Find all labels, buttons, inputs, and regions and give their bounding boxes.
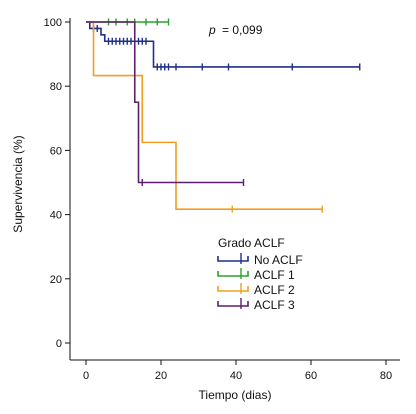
legend-item: ACLF 1	[217, 268, 295, 282]
legend-swatch	[217, 271, 249, 277]
x-tick-label: 0	[83, 370, 89, 382]
y-tick-label: 20	[50, 274, 62, 286]
y-tick-label: 100	[44, 17, 62, 29]
survival-curve-line	[86, 21, 323, 210]
x-tick-label: 80	[380, 370, 392, 382]
y-axis-title: Supervivencia (%)	[11, 135, 25, 232]
axes: 0 20 40 60 80 100 0 20 40 60 80	[44, 17, 400, 382]
y-tick-label: 60	[50, 145, 62, 157]
legend-item: No ACLF	[217, 253, 303, 267]
series-no-aclf	[86, 21, 361, 71]
p-value-annotation: p = 0,099	[208, 23, 263, 37]
p-value-number: = 0,099	[222, 23, 263, 37]
legend-item: ACLF 2	[217, 283, 295, 297]
survival-curve-line	[86, 21, 244, 184]
x-tick-label: 60	[305, 370, 317, 382]
x-tick-label: 40	[230, 370, 242, 382]
y-tick-label: 40	[50, 210, 62, 222]
x-tick-label: 20	[155, 370, 167, 382]
y-tick-label: 80	[50, 81, 62, 93]
legend-label: ACLF 2	[254, 283, 295, 297]
p-value-symbol: p	[208, 23, 216, 37]
legend-label: ACLF 3	[254, 298, 295, 312]
legend-swatch	[217, 286, 249, 292]
legend-swatch	[217, 256, 249, 262]
legend-label: ACLF 1	[254, 268, 295, 282]
legend-swatch	[217, 301, 249, 307]
legend-title: Grado ACLF	[218, 236, 285, 250]
survival-curve-line	[86, 21, 360, 68]
legend-label: No ACLF	[254, 253, 303, 267]
y-tick-label: 0	[56, 338, 62, 350]
legend-item: ACLF 3	[217, 298, 295, 312]
plot-marks	[86, 18, 361, 213]
x-axis-title: Tiempo (dias)	[199, 388, 272, 402]
series-aclf-3	[86, 21, 245, 186]
series-aclf-2	[86, 21, 323, 213]
